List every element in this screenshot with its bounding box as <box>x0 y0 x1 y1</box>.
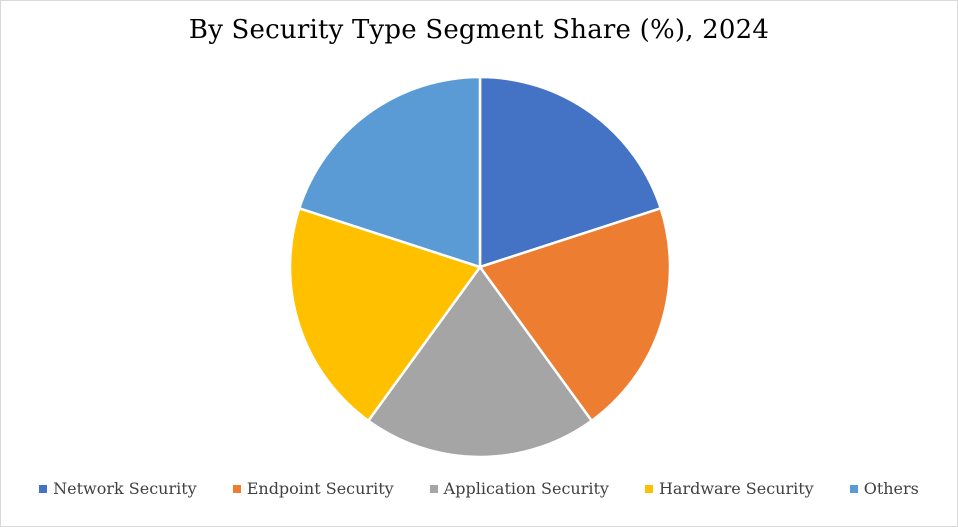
legend-swatch <box>644 484 653 493</box>
pie-slice-application-security <box>367 265 593 459</box>
legend-item-application-security: Application Security <box>429 479 609 498</box>
legend-swatch <box>39 484 48 493</box>
chart-title: By Security Type Segment Share (%), 2024 <box>188 15 770 45</box>
legend-label: Endpoint Security <box>246 479 394 498</box>
legend-label: Others <box>863 479 919 498</box>
legend-swatch <box>232 484 241 493</box>
pie-slice-hardware-security <box>288 207 482 422</box>
legend-item-hardware-security: Hardware Security <box>644 479 814 498</box>
legend-item-endpoint-security: Endpoint Security <box>232 479 394 498</box>
legend-item-others: Others <box>849 479 919 498</box>
legend-swatch <box>429 484 438 493</box>
pie-slice-network-security <box>478 75 662 269</box>
pie-slice-others <box>298 75 482 269</box>
legend-label: Network Security <box>53 479 197 498</box>
pie-chart <box>288 75 672 459</box>
legend-item-network-security: Network Security <box>39 479 197 498</box>
legend-label: Hardware Security <box>658 479 814 498</box>
pie-slice-endpoint-security <box>478 207 672 422</box>
chart-legend: Network Security Endpoint Security Appli… <box>1 479 957 498</box>
legend-label: Application Security <box>443 479 609 498</box>
legend-swatch <box>849 484 858 493</box>
